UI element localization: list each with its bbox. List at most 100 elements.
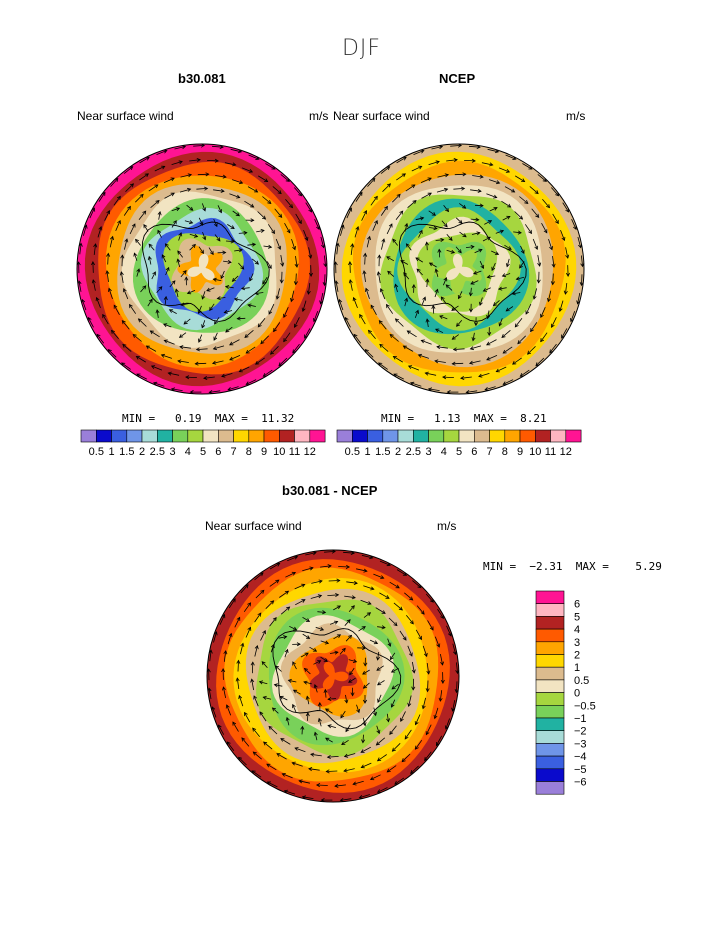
map2-wind-vector bbox=[407, 330, 417, 338]
map1-wind-arrowhead bbox=[236, 316, 241, 321]
map1-wind-arrowhead bbox=[129, 303, 133, 309]
map2-wind-vector bbox=[470, 218, 479, 221]
map2-wind-vector bbox=[386, 223, 393, 235]
map1-wind-vector bbox=[120, 271, 124, 283]
map2-wind-arrowhead bbox=[536, 279, 541, 284]
map2-wind-vector bbox=[491, 262, 496, 271]
map1-wind-vector bbox=[168, 372, 180, 376]
map1-wind-arrowhead bbox=[240, 286, 246, 291]
colorbar2-swatch bbox=[397, 429, 414, 443]
map2-wind-vector bbox=[415, 217, 424, 221]
map3-wind-vector bbox=[269, 617, 277, 627]
map2-wind-arrowhead bbox=[377, 254, 382, 259]
map2-wind-vector bbox=[496, 366, 507, 373]
map2-wind-vector bbox=[413, 150, 424, 155]
map1-wind-vector bbox=[89, 207, 95, 219]
map3-wind-vector bbox=[348, 677, 356, 683]
map1-wind-arrowhead bbox=[213, 336, 218, 341]
map1-wind-arrowhead bbox=[240, 265, 245, 270]
map2-wind-vector bbox=[340, 225, 344, 236]
map1-wind-arrowhead bbox=[268, 310, 273, 315]
map3-wind-vector bbox=[240, 643, 244, 655]
map2-wind-arrowhead bbox=[412, 200, 417, 205]
map1-wind-vector bbox=[229, 339, 240, 346]
map1-wind-arrowhead bbox=[106, 252, 111, 257]
map1-wind-vector bbox=[151, 271, 156, 280]
map1-wind-vector bbox=[102, 314, 109, 325]
colorbar1-tick-label: 7 bbox=[230, 446, 236, 458]
map3-wind-vector bbox=[310, 595, 322, 599]
colorbar2-swatch bbox=[550, 429, 567, 443]
map1-wind-vector bbox=[97, 226, 102, 238]
map2-wind-vector bbox=[380, 206, 388, 216]
map2-wind-vector bbox=[484, 386, 496, 391]
colorbar3-swatch bbox=[535, 628, 565, 643]
map2-wind-arrowhead bbox=[450, 249, 456, 254]
map2-wind-vector bbox=[486, 339, 497, 346]
map3-wind-vector bbox=[310, 753, 322, 757]
map2-wind-arrowhead bbox=[386, 183, 391, 188]
map3-wind-vector bbox=[300, 652, 309, 658]
map3-wind-arrowhead bbox=[352, 659, 358, 663]
map1-wind-arrowhead bbox=[249, 277, 253, 282]
map1-wind-vector bbox=[268, 303, 275, 315]
map1-wind-arrowhead bbox=[209, 306, 213, 312]
colorbar2-swatch bbox=[534, 429, 551, 443]
map2-wind-arrowhead bbox=[478, 248, 483, 253]
map1-wind-vector bbox=[291, 238, 296, 250]
map2-wind-arrowhead bbox=[451, 361, 456, 366]
map3-wind-vector bbox=[343, 768, 355, 772]
map3-wind-vector bbox=[344, 619, 351, 626]
map1-wind-arrowhead bbox=[161, 254, 166, 259]
colorbar2-tick-label: 10 bbox=[529, 446, 541, 458]
map3-wind-arrowhead bbox=[409, 620, 414, 625]
map1-wind-vector bbox=[83, 225, 87, 236]
map3-border bbox=[206, 549, 460, 803]
map1-wind-arrowhead bbox=[93, 243, 98, 248]
panel3-minmax: MIN = −2.31 MAX = 5.29 bbox=[483, 560, 662, 573]
map2-wind-arrowhead bbox=[387, 270, 392, 275]
map2-wind-arrowhead bbox=[362, 270, 367, 275]
colorbar1-swatch bbox=[294, 429, 311, 443]
map2-wind-vector bbox=[355, 192, 363, 202]
map1-wind-vector bbox=[186, 204, 194, 211]
map1-wind-vector bbox=[221, 373, 233, 377]
map2-wind-arrowhead bbox=[561, 236, 566, 242]
colorbar3-swatch bbox=[535, 641, 565, 655]
map1-wind-vector bbox=[108, 288, 113, 300]
map2-wind-arrowhead bbox=[422, 296, 426, 301]
map3-wind-vector bbox=[410, 765, 419, 774]
panel3-units-label: m/s bbox=[437, 519, 457, 533]
map2-wind-vector bbox=[531, 208, 540, 218]
map3-wind-arrowhead bbox=[414, 721, 419, 726]
map2-wind-vector bbox=[470, 287, 472, 296]
colorbar3-swatch bbox=[535, 704, 565, 719]
map2-wind-vector bbox=[503, 379, 514, 385]
colorbar2-tick-label: 2.5 bbox=[406, 446, 421, 458]
map2-wind-vector bbox=[437, 174, 449, 178]
map3-wind-vector bbox=[288, 679, 297, 683]
map2-wind-arrowhead bbox=[515, 276, 520, 281]
map2-wind-arrowhead bbox=[445, 208, 450, 213]
map3-wind-arrowhead bbox=[404, 735, 409, 740]
map2-wind-vector bbox=[416, 268, 423, 276]
map1-wind-arrowhead bbox=[145, 345, 150, 350]
map2-wind-vector bbox=[392, 194, 401, 203]
map3-wind-vector bbox=[379, 560, 391, 566]
map3-wind-arrowhead bbox=[228, 632, 233, 638]
map1-wind-arrowhead bbox=[155, 200, 160, 205]
map1-coastline bbox=[141, 221, 270, 322]
map3-wind-arrowhead bbox=[393, 622, 398, 627]
map3-wind-arrowhead bbox=[336, 605, 342, 610]
colorbar1-tick-label: 6 bbox=[215, 446, 221, 458]
colorbar2-swatch bbox=[443, 429, 460, 443]
colorbar1-tick-label: 2 bbox=[139, 446, 145, 458]
map3-wind-arrowhead bbox=[367, 601, 372, 605]
map1-wind-vector bbox=[247, 304, 256, 307]
map1-wind-arrowhead bbox=[250, 203, 255, 208]
map3-wind-vector bbox=[313, 660, 321, 665]
map2-wind-vector bbox=[470, 345, 482, 350]
map2-wind-vector bbox=[429, 262, 437, 268]
map2-wind-vector bbox=[436, 188, 448, 193]
map2-wind-arrowhead bbox=[565, 272, 570, 277]
